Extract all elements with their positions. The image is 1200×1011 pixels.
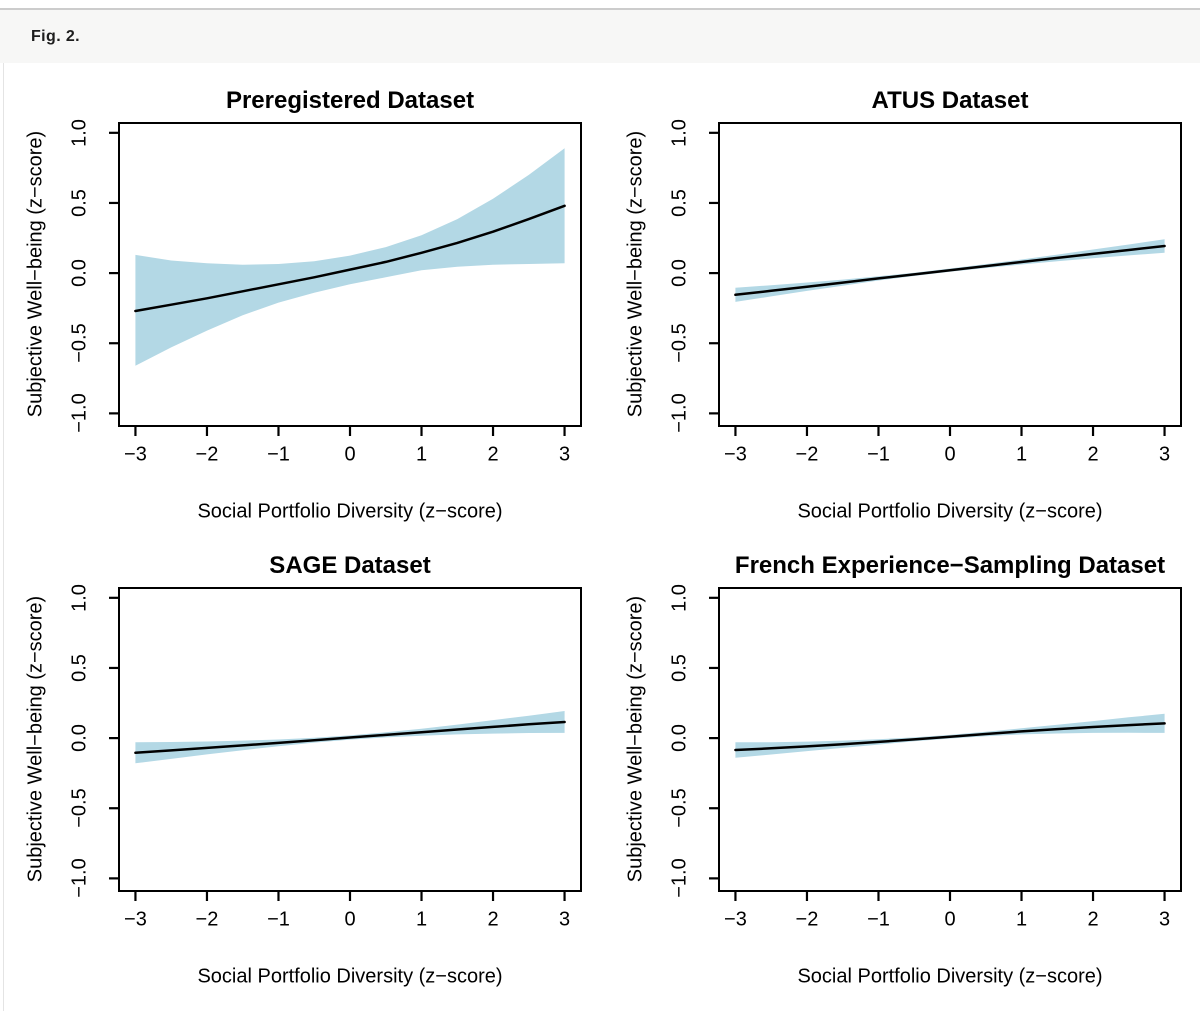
x-tick-label: −1 <box>867 443 890 466</box>
panel-sage-dataset: SAGE Dataset Subjective Well−being (z−sc… <box>0 535 600 1005</box>
y-tick-label: 0.5 <box>68 189 91 217</box>
x-tick-label: 1 <box>1015 908 1028 931</box>
panel-atus-dataset: ATUS Dataset Subjective Well−being (z−sc… <box>600 70 1200 540</box>
y-tick-label: 1.0 <box>668 118 691 147</box>
y-tick-label: −0.5 <box>668 788 691 828</box>
panel-title: Preregistered Dataset <box>225 87 475 114</box>
fit-line <box>134 720 566 755</box>
x-tick-label: 2 <box>487 443 499 466</box>
y-tick-label: 0.5 <box>668 654 691 682</box>
y-tick-label: 0.0 <box>668 724 691 752</box>
x-tick-label: 1 <box>1015 443 1028 466</box>
y-tick-label: 0.5 <box>68 654 91 682</box>
y-tick-label: −0.5 <box>668 323 691 363</box>
x-tick-label: 2 <box>1087 443 1099 466</box>
panel-preregistered-dataset: Preregistered Dataset Subjective Well−be… <box>0 70 600 540</box>
x-tick-label: −1 <box>267 908 290 931</box>
x-tick-label: 3 <box>558 443 571 466</box>
y-tick-label: 0.0 <box>668 259 691 287</box>
y-axis-label: Subjective Well−being (z−score) <box>624 595 647 883</box>
x-tick-label: 0 <box>944 908 956 931</box>
plot-border <box>718 587 1182 892</box>
x-tick-label: −3 <box>124 443 147 466</box>
y-tick-label: −1.0 <box>68 858 91 899</box>
x-tick-label: 2 <box>487 908 499 931</box>
x-axis-label: Social Portfolio Diversity (z−score) <box>197 500 503 523</box>
plot-border <box>118 122 582 427</box>
figure-header: Fig. 2. <box>0 8 1200 63</box>
fit-line <box>734 722 1166 752</box>
y-tick-label: −1.0 <box>668 393 691 434</box>
y-tick-label: 0.0 <box>68 259 91 287</box>
x-axis-label: Social Portfolio Diversity (z−score) <box>797 965 1103 988</box>
y-tick-label: 0.0 <box>68 724 91 752</box>
y-tick-label: 1.0 <box>68 118 91 147</box>
x-tick-label: −3 <box>124 908 147 931</box>
y-tick-label: 1.0 <box>668 583 691 612</box>
x-tick-label: −1 <box>867 908 890 931</box>
panel-title: SAGE Dataset <box>269 552 431 579</box>
y-axis-label: Subjective Well−being (z−score) <box>24 130 47 418</box>
x-tick-label: 0 <box>344 908 356 931</box>
x-tick-label: −1 <box>267 443 290 466</box>
x-tick-label: −2 <box>195 908 219 931</box>
y-tick-label: −1.0 <box>668 858 691 899</box>
x-tick-label: −2 <box>795 443 819 466</box>
plot-border <box>718 122 1182 427</box>
x-tick-label: −2 <box>795 908 819 931</box>
panel-french-experience-sampling-dataset: French Experience−Sampling Dataset Subje… <box>600 535 1200 1005</box>
plot-border <box>118 587 582 892</box>
plot-area <box>109 587 582 901</box>
plot-area <box>709 122 1182 436</box>
y-tick-label: 0.5 <box>668 189 691 217</box>
y-tick-label: −0.5 <box>68 323 91 363</box>
page-left-border <box>3 8 4 1011</box>
x-tick-label: 1 <box>415 443 428 466</box>
figure-2-panel-grid: Preregistered Dataset Subjective Well−be… <box>0 70 1200 1011</box>
x-tick-label: 3 <box>558 908 571 931</box>
fit-line <box>134 204 566 313</box>
panel-title: French Experience−Sampling Dataset <box>734 552 1166 579</box>
x-tick-label: 0 <box>944 443 956 466</box>
x-tick-label: 3 <box>1158 908 1171 931</box>
plot-area <box>709 587 1182 901</box>
x-tick-label: 0 <box>344 443 356 466</box>
figure-label: Fig. 2. <box>31 27 81 45</box>
y-tick-label: −1.0 <box>68 393 91 434</box>
y-axis-label: Subjective Well−being (z−score) <box>24 595 47 883</box>
y-axis-label: Subjective Well−being (z−score) <box>624 130 647 418</box>
panel-title: ATUS Dataset <box>871 87 1029 114</box>
y-tick-label: 1.0 <box>68 583 91 612</box>
x-tick-label: −3 <box>724 443 747 466</box>
confidence-band <box>135 148 565 366</box>
x-axis-label: Social Portfolio Diversity (z−score) <box>797 500 1103 523</box>
x-tick-label: −2 <box>195 443 219 466</box>
x-tick-label: 1 <box>415 908 428 931</box>
x-tick-label: 2 <box>1087 908 1099 931</box>
y-tick-label: −0.5 <box>68 788 91 828</box>
fit-line <box>734 244 1166 297</box>
x-axis-label: Social Portfolio Diversity (z−score) <box>197 965 503 988</box>
x-tick-label: −3 <box>724 908 747 931</box>
x-tick-label: 3 <box>1158 443 1171 466</box>
plot-area <box>109 122 582 436</box>
